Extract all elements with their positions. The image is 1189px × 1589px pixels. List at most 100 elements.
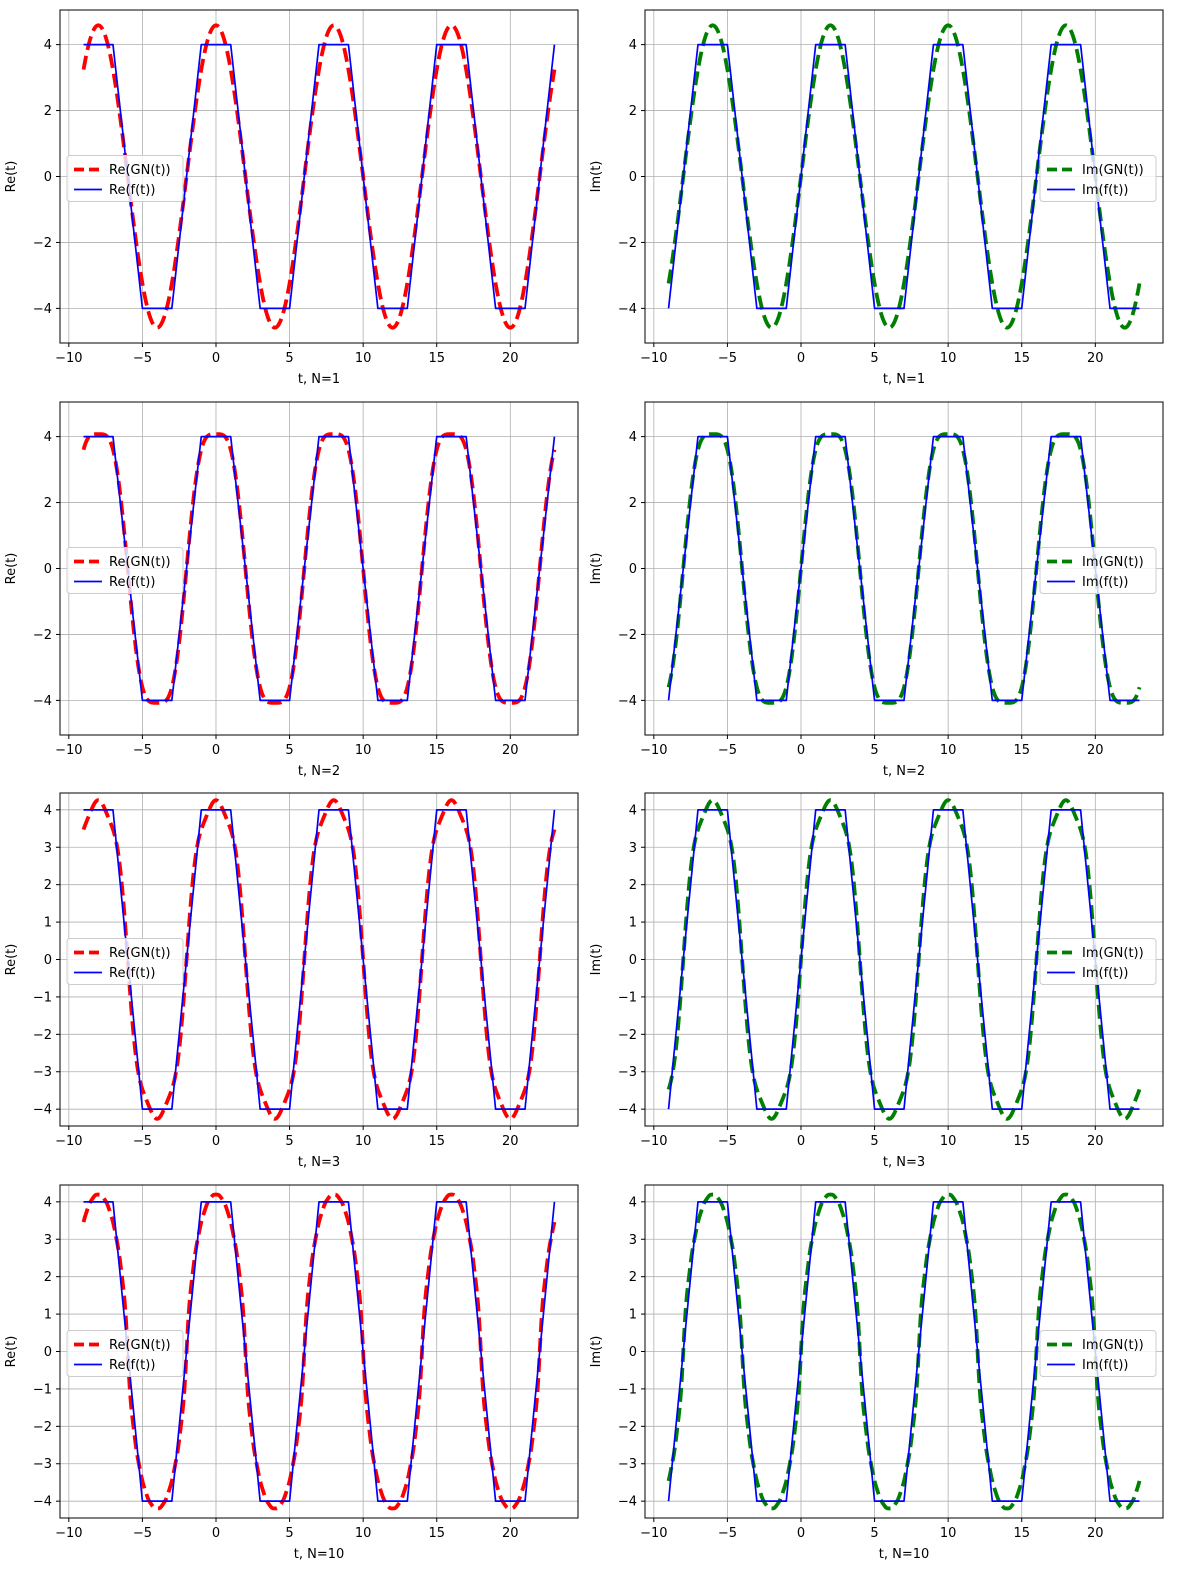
x-tick-label: 5 [870, 743, 878, 758]
x-tick-label: −5 [133, 1134, 152, 1149]
y-tick-label: 4 [629, 803, 637, 818]
y-tick-label: 4 [629, 1195, 637, 1210]
x-axis-label: t, N=10 [294, 1547, 345, 1562]
x-tick-label: 20 [1087, 1134, 1104, 1149]
legend-label: Re(GN(t)) [109, 555, 171, 570]
x-tick-label: 15 [1013, 1134, 1030, 1149]
legend-label: Im(GN(t)) [1082, 946, 1144, 961]
y-tick-label: 3 [629, 1233, 637, 1248]
x-tick-label: 10 [355, 1134, 372, 1149]
y-tick-label: 4 [44, 38, 52, 53]
x-tick-label: 5 [285, 1134, 293, 1149]
x-tick-label: 0 [212, 1134, 220, 1149]
x-tick-label: 20 [502, 1134, 519, 1149]
x-tick-label: −10 [640, 743, 667, 758]
legend-label: Im(f(t)) [1082, 575, 1128, 590]
x-tick-label: 10 [355, 743, 372, 758]
series-line-re-target [83, 43, 556, 310]
series-group [666, 23, 1142, 330]
x-tick-label: −10 [55, 1526, 82, 1541]
x-tick-label: 15 [1013, 743, 1030, 758]
legend-label: Im(f(t)) [1082, 183, 1128, 198]
x-tick-label: 0 [797, 1134, 805, 1149]
series-group [81, 23, 557, 330]
subplot-2: −10 −5 0 5 10 15 20 −4 −2 0 2 4 t, N=1 Im(t) Im(GN(t))… [589, 9, 1164, 387]
x-tick-label: 20 [1087, 351, 1104, 366]
series-line-im-approx [666, 1192, 1142, 1511]
y-axis-label: Re(t) [4, 944, 19, 976]
y-tick-label: −1 [618, 990, 637, 1005]
legend-label: Re(f(t)) [109, 183, 155, 198]
y-tick-label: −4 [33, 694, 52, 709]
series-group [81, 1192, 557, 1511]
y-tick-label: −3 [618, 1457, 637, 1472]
x-tick-label: 15 [428, 351, 445, 366]
y-axis-label: Im(t) [589, 1336, 604, 1368]
y-tick-label: 0 [44, 562, 52, 577]
y-tick-label: 1 [44, 1308, 52, 1323]
series-group [81, 432, 557, 705]
x-tick-label: 10 [355, 351, 372, 366]
x-tick-label: 15 [1013, 1526, 1030, 1541]
series-group [81, 798, 557, 1121]
x-tick-label: 20 [502, 351, 519, 366]
y-axis-label: Im(t) [589, 161, 604, 193]
x-tick-label: 0 [212, 743, 220, 758]
legend-label: Im(f(t)) [1082, 966, 1128, 981]
y-tick-label: 4 [44, 1195, 52, 1210]
y-tick-label: −2 [618, 1420, 637, 1435]
y-tick-label: 2 [44, 1270, 52, 1285]
legend: Re(GN(t)) Re(f(t)) [66, 155, 184, 202]
subplot-4: −10 −5 0 5 10 15 20 −4 −2 0 2 4 t, N=2 Im(t) Im(GN(t))… [589, 401, 1164, 779]
y-tick-label: 4 [44, 430, 52, 445]
series-line-im-target [667, 808, 1140, 1111]
x-tick-label: −5 [718, 1134, 737, 1149]
x-tick-label: −10 [55, 1134, 82, 1149]
x-axis-label: t, N=2 [298, 764, 340, 779]
x-tick-label: 15 [428, 1526, 445, 1541]
y-tick-label: −2 [33, 1028, 52, 1043]
series-line-im-target [667, 435, 1140, 702]
subplot-1: −10 −5 0 5 10 15 20 −4 −2 0 2 4 t, N=1 Re(t) Re(GN(t))… [4, 9, 579, 387]
series-line-im-approx [666, 798, 1142, 1121]
y-tick-label: 4 [629, 38, 637, 53]
y-tick-label: 4 [629, 430, 637, 445]
x-tick-label: −10 [55, 351, 82, 366]
y-tick-label: 2 [629, 1270, 637, 1285]
x-tick-label: −5 [133, 351, 152, 366]
y-tick-label: 3 [629, 841, 637, 856]
y-tick-label: −2 [33, 236, 52, 251]
x-axis-label: t, N=1 [298, 372, 340, 387]
x-tick-label: 10 [940, 351, 957, 366]
y-tick-label: 2 [44, 878, 52, 893]
x-tick-label: 5 [870, 351, 878, 366]
x-tick-label: −10 [640, 351, 667, 366]
legend: Re(GN(t)) Re(f(t)) [66, 1330, 184, 1377]
legend: Im(GN(t)) Im(f(t)) [1039, 1330, 1157, 1377]
x-tick-label: 5 [870, 1134, 878, 1149]
x-tick-label: 0 [797, 743, 805, 758]
x-axis-label: t, N=1 [883, 372, 925, 387]
series-line-re-approx [81, 798, 557, 1121]
legend: Re(GN(t)) Re(f(t)) [66, 547, 184, 594]
x-tick-label: 15 [428, 743, 445, 758]
x-tick-label: 0 [797, 1526, 805, 1541]
x-tick-label: 5 [285, 743, 293, 758]
y-tick-label: −4 [618, 302, 637, 317]
x-tick-label: 10 [940, 743, 957, 758]
y-tick-label: 0 [629, 953, 637, 968]
y-tick-label: −1 [618, 1382, 637, 1397]
y-tick-label: −2 [618, 236, 637, 251]
y-tick-label: −4 [33, 1103, 52, 1118]
y-tick-label: −3 [33, 1065, 52, 1080]
series-line-im-approx [666, 23, 1142, 330]
subplot-3: −10 −5 0 5 10 15 20 −4 −2 0 2 4 t, N=2 Re(t) Re(GN(t))… [4, 401, 579, 779]
y-tick-label: 0 [629, 170, 637, 185]
y-tick-label: −4 [618, 1495, 637, 1510]
y-tick-label: 0 [44, 170, 52, 185]
y-tick-label: −4 [33, 1495, 52, 1510]
x-axis-label: t, N=3 [298, 1155, 340, 1170]
